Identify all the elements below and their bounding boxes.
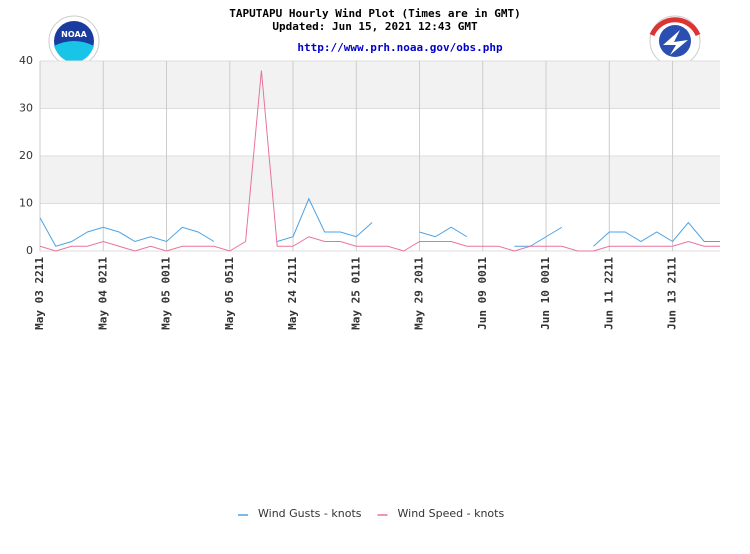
svg-text:NOAA: NOAA (61, 30, 87, 39)
y-tick-label: 30 (19, 102, 33, 115)
chart-title: TAPUTAPU Hourly Wind Plot (Times are in … (229, 7, 520, 20)
y-tick-label: 0 (26, 244, 33, 257)
y-tick-label: 20 (19, 149, 33, 162)
grid-band (40, 61, 720, 109)
x-tick-label: May 04 0211 (96, 257, 109, 330)
grid-band (40, 156, 720, 204)
series-line (39, 217, 215, 247)
series-line (39, 70, 720, 252)
x-tick-label: Jun 09 0011 (476, 257, 489, 330)
x-tick-label: Jun 11 2211 (602, 257, 615, 330)
x-tick-label: May 05 0511 (223, 257, 236, 330)
y-tick-label: 40 (19, 54, 33, 67)
x-tick-label: May 24 2111 (286, 257, 299, 330)
source-link[interactable]: http://www.prh.noaa.gov/obs.php (297, 41, 503, 54)
x-tick-label: May 29 2011 (413, 257, 426, 330)
x-tick-label: May 05 0011 (160, 257, 173, 330)
x-tick-label: May 03 2211 (33, 257, 46, 330)
x-tick-label: Jun 10 0011 (539, 257, 552, 330)
noaa-logo: NOAA (48, 15, 100, 67)
nws-logo (649, 15, 701, 67)
series-line (419, 226, 468, 238)
series-line (277, 197, 373, 242)
series-line (593, 221, 720, 247)
chart-subtitle: Updated: Jun 15, 2021 12:43 GMT (272, 20, 478, 33)
x-tick-label: Jun 13 2111 (666, 257, 679, 330)
y-tick-label: 10 (19, 197, 33, 210)
x-tick-label: May 25 0111 (349, 257, 362, 330)
series-line (514, 226, 563, 247)
legend-label: Wind Gusts - knots (258, 507, 362, 520)
legend-label: Wind Speed - knots (398, 507, 505, 520)
